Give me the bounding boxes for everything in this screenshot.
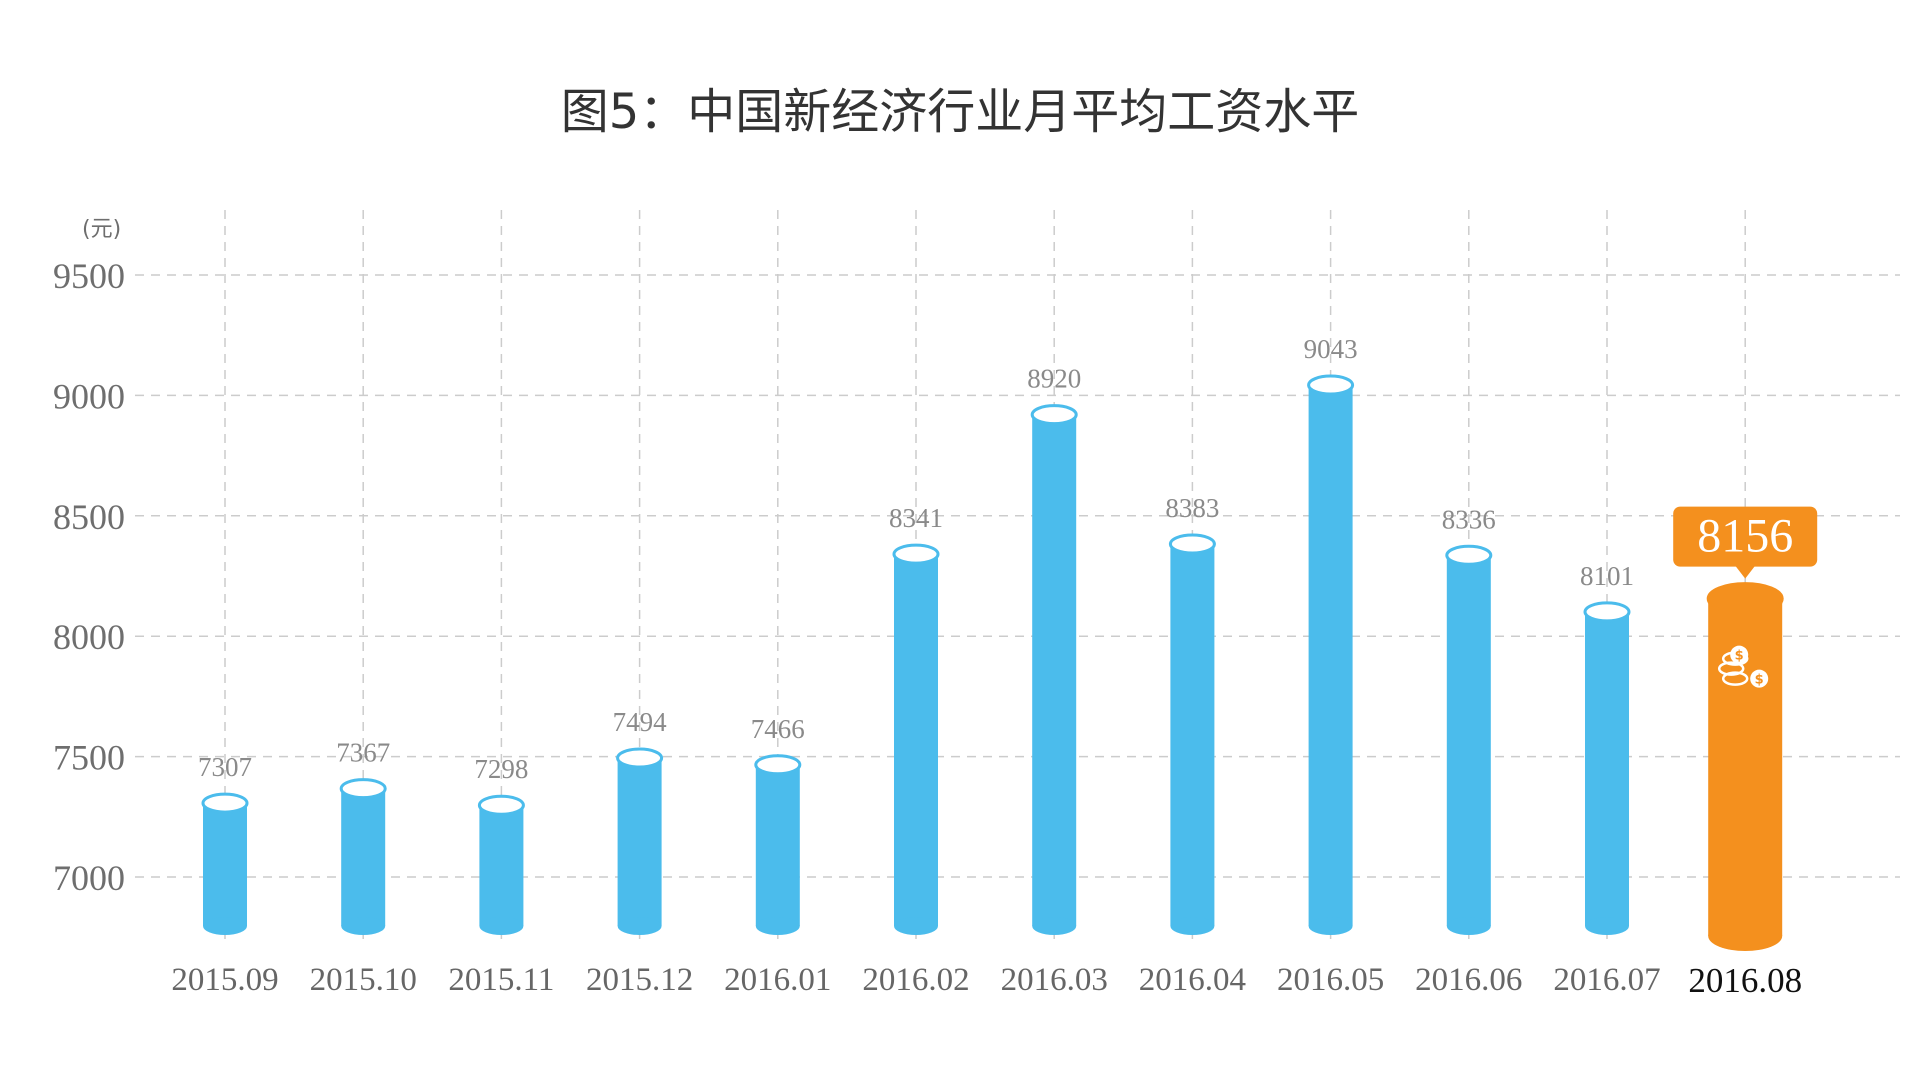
y-axis-ticks: 7000 7500 8000 8500 9000 9500 bbox=[53, 256, 125, 898]
value-label: 8383 bbox=[1165, 493, 1219, 523]
value-label: 8336 bbox=[1442, 504, 1496, 534]
x-tick-label: 2016.01 bbox=[724, 962, 831, 998]
x-tick-label: 2015.09 bbox=[171, 962, 278, 998]
value-label: 8101 bbox=[1580, 561, 1634, 591]
bar bbox=[1445, 544, 1493, 935]
value-labels: 7307 7367 7298 7494 7466 8341 8920 8383 9043 8336… bbox=[198, 334, 1634, 784]
bar bbox=[339, 778, 387, 935]
value-label: 7307 bbox=[198, 752, 252, 782]
value-label: 7494 bbox=[613, 707, 668, 737]
chart-title: 图5：中国新经济行业月平均工资水平 bbox=[560, 84, 1360, 140]
bars: $$ bbox=[201, 374, 1784, 951]
value-label: 7367 bbox=[336, 738, 390, 768]
x-axis-labels: 2015.09 2015.10 2015.11 2015.12 2016.01 2016.… bbox=[171, 961, 1802, 1000]
bar bbox=[616, 747, 664, 935]
x-tick-label: 2015.12 bbox=[586, 962, 693, 998]
highlight-value-callout: 8156 bbox=[1673, 506, 1818, 579]
bar bbox=[754, 754, 802, 935]
value-label: 8920 bbox=[1027, 364, 1081, 394]
y-tick-label: 9000 bbox=[53, 376, 125, 416]
x-tick-label: 2016.07 bbox=[1553, 962, 1660, 998]
bar bbox=[477, 794, 525, 935]
bar-highlight: $$ bbox=[1706, 582, 1784, 951]
y-tick-label: 7000 bbox=[53, 858, 125, 898]
x-tick-label: 2015.11 bbox=[448, 962, 554, 998]
x-tick-label: 2016.06 bbox=[1415, 962, 1522, 998]
y-tick-label: 8500 bbox=[53, 497, 125, 537]
y-tick-label: 7500 bbox=[53, 738, 125, 778]
value-label: 8341 bbox=[889, 503, 943, 533]
bar bbox=[1583, 601, 1631, 935]
x-tick-label: 2016.05 bbox=[1277, 962, 1384, 998]
value-label: 7298 bbox=[474, 754, 528, 784]
bar bbox=[1168, 533, 1216, 935]
x-tick-label: 2015.10 bbox=[310, 962, 417, 998]
x-tick-label: 2016.02 bbox=[862, 962, 969, 998]
bar bbox=[1030, 404, 1078, 935]
value-label: 9043 bbox=[1304, 334, 1358, 364]
highlight-value-label: 8156 bbox=[1697, 510, 1793, 563]
bar bbox=[892, 543, 940, 935]
coins-dollar-icon: $$ bbox=[1717, 645, 1769, 688]
svg-text:$: $ bbox=[1755, 673, 1764, 688]
highlight-callout: 8156 bbox=[1673, 506, 1818, 579]
y-tick-label: 9500 bbox=[53, 256, 125, 296]
x-tick-label: 2016.04 bbox=[1139, 962, 1246, 998]
grid bbox=[135, 210, 1900, 940]
y-axis-unit-label: (元) bbox=[82, 217, 121, 242]
bar bbox=[201, 792, 249, 935]
x-tick-label: 2016.08 bbox=[1688, 961, 1802, 1000]
y-tick-label: 8000 bbox=[53, 617, 125, 657]
x-tick-label: 2016.03 bbox=[1001, 962, 1108, 998]
svg-text:$: $ bbox=[1735, 649, 1744, 664]
value-label: 7466 bbox=[751, 714, 805, 744]
bar bbox=[1307, 374, 1355, 935]
